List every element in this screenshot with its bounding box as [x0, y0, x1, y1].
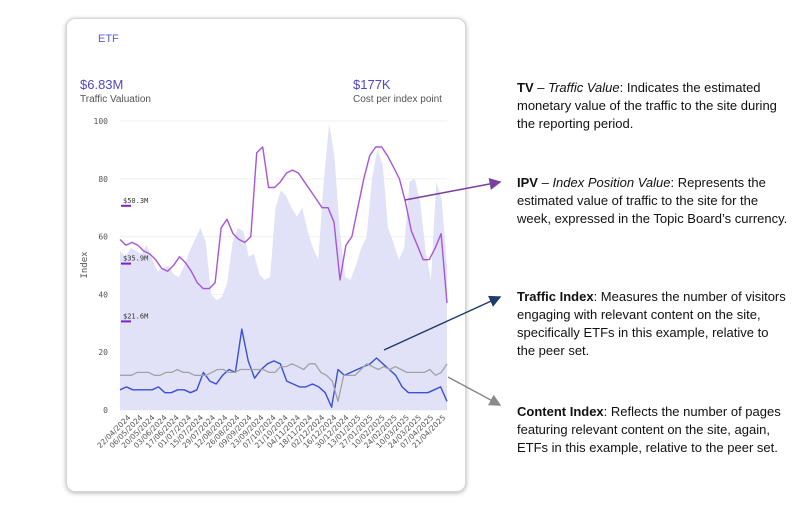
- annotation-tv-term-full: Traffic Value: [548, 80, 620, 95]
- y-tick-label: 20: [98, 348, 108, 357]
- annotation-content-index-text: : Reflects the number of pages featuring…: [517, 404, 781, 455]
- annotation-ipv-text: : Represents the estimated value of traf…: [517, 175, 788, 226]
- y-tick-label: 100: [94, 117, 109, 126]
- tab-etf[interactable]: ETF: [98, 33, 119, 45]
- cost-per-index-label: Cost per index point: [353, 94, 442, 105]
- traffic-valuation-label: Traffic Valuation: [80, 94, 151, 105]
- y-tick-label: 80: [98, 175, 108, 184]
- series-line-content-index: [120, 363, 448, 402]
- series-line-traffic-index: [119, 328, 448, 408]
- annotation-ipv-term: IPV: [517, 175, 538, 190]
- annotation-ipv: IPV – Index Position Value: Represents t…: [517, 175, 788, 226]
- y-tick-label: 60: [98, 233, 108, 242]
- y-tick-label: 40: [98, 290, 108, 299]
- y-tick-label: 0: [103, 406, 108, 415]
- annotation-tv-text: : Indicates the estimated monetary value…: [517, 80, 777, 131]
- ipv-arrow: [404, 178, 502, 201]
- value-marker-label: $50.3M: [123, 197, 148, 205]
- traffic-valuation-value: $6.83M: [80, 77, 124, 92]
- value-marker-label: $35.9M: [123, 255, 148, 263]
- annotation-content-index-term: Content Index: [517, 404, 604, 419]
- traffic-index-arrow: [383, 295, 502, 351]
- annotation-traffic-index-text: : Measures the number of visitors engagi…: [517, 289, 786, 358]
- annotation-tv: TV – Traffic Value: Indicates the estima…: [517, 80, 777, 131]
- annotation-content-index: Content Index: Reflects the number of pa…: [517, 403, 789, 457]
- series-line-ipv: [119, 146, 448, 304]
- annotation-ipv-term-full: Index Position Value: [552, 175, 671, 190]
- y-axis-label: Index: [80, 251, 90, 279]
- series-area-traffic-value: [120, 123, 447, 411]
- value-marker-label: $21.6M: [123, 312, 148, 320]
- cost-per-index-value: $177K: [353, 77, 391, 92]
- annotation-tv-term: TV: [517, 80, 534, 95]
- content-index-arrow: [447, 376, 502, 406]
- annotation-traffic-index: Traffic Index: Measures the number of vi…: [517, 288, 789, 360]
- annotation-traffic-index-term: Traffic Index: [517, 289, 594, 304]
